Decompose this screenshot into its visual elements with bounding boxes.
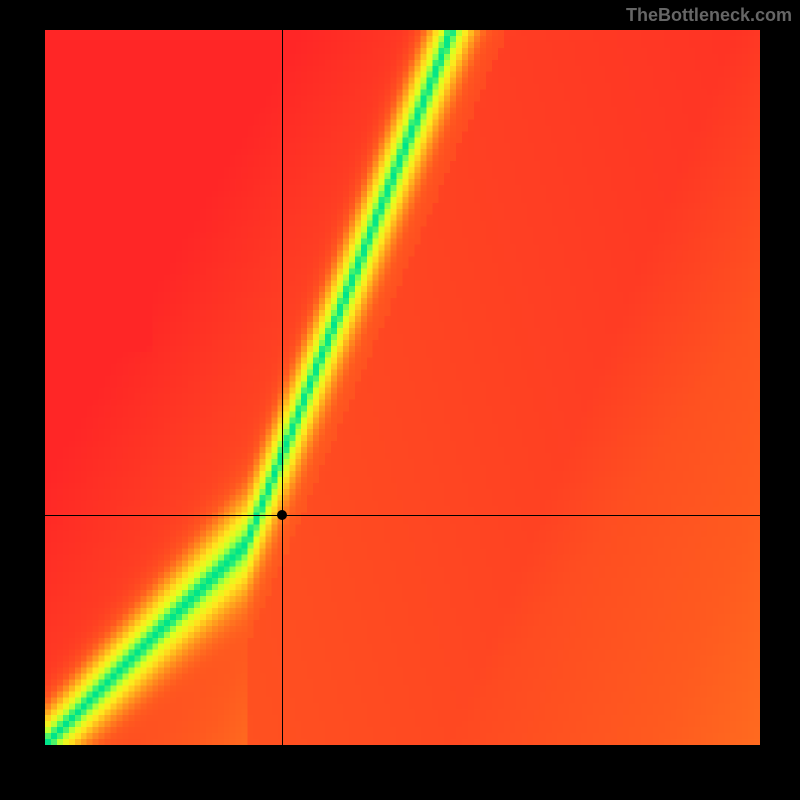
heatmap-canvas (45, 30, 760, 745)
crosshair-point (277, 510, 287, 520)
plot-area (45, 30, 760, 745)
crosshair-vertical (282, 30, 283, 745)
crosshair-horizontal (45, 515, 760, 516)
watermark-text: TheBottleneck.com (626, 5, 792, 26)
heatmap (45, 30, 760, 745)
